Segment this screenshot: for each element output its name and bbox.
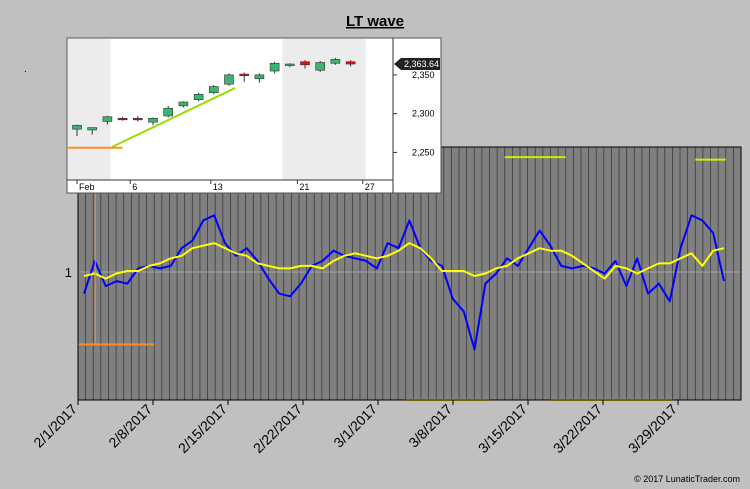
candle-body (148, 118, 158, 123)
wave-line-blue (83, 214, 725, 351)
inset-y-ticks: 2,350 2,300 2,250 (393, 70, 435, 157)
chart-title: LT wave (346, 13, 404, 30)
inset-x-tick-label: Feb (79, 182, 95, 192)
candle (148, 117, 158, 126)
candle-body (269, 62, 280, 72)
candle-body (87, 127, 97, 131)
last-price-label: 2,363.64 (404, 59, 439, 69)
candle (193, 92, 204, 102)
inset-candlestick-chart: 2,350 2,300 2,250 Feb 6 13 21 27 2,363.64 (66, 37, 442, 194)
candle (72, 124, 82, 137)
candle (345, 60, 356, 67)
inset-y-tick-label: 2,300 (412, 109, 435, 119)
candle-body (224, 74, 234, 85)
last-price-tag-shape (394, 58, 440, 71)
candle-body (254, 74, 265, 80)
candle-body (284, 63, 295, 66)
candle-body (133, 118, 143, 121)
candle (300, 60, 310, 69)
inset-trendline (111, 87, 236, 148)
candle-body (163, 107, 173, 117)
candle-body (345, 61, 356, 65)
candle-body (330, 59, 341, 64)
copyright-text: © 2017 LunaticTrader.com (634, 474, 740, 484)
stray-dot: . (24, 64, 27, 75)
candle-body (239, 73, 249, 76)
inset-shaded-region (282, 39, 366, 180)
candle (284, 63, 295, 68)
y-tick-label: 1 (65, 265, 72, 280)
candle (239, 72, 249, 82)
candle (315, 60, 326, 72)
candle (133, 115, 143, 122)
inset-y-tick-label: 2,350 (412, 70, 435, 80)
candle (102, 115, 113, 125)
candle (87, 127, 97, 135)
inset-x-tick-label: 6 (132, 182, 137, 192)
candle-body (209, 86, 219, 94)
inset-x-tick-label: 13 (213, 182, 223, 192)
candle-body (178, 101, 189, 107)
candle-body (72, 124, 82, 130)
main-series (83, 214, 725, 351)
inset-x-tick-label: 21 (299, 182, 309, 192)
candle (330, 57, 341, 65)
candle (163, 105, 173, 118)
candle-body (300, 61, 310, 66)
last-price-tag: 2,363.64 (394, 58, 440, 71)
inset-x-tick-label: 27 (365, 182, 375, 192)
inset-annotations (68, 87, 236, 149)
candle (269, 61, 280, 74)
candle (224, 73, 234, 86)
candle-body (102, 116, 113, 122)
inset-background (66, 37, 442, 194)
inset-y-tick-label: 2,250 (412, 147, 435, 157)
candle (117, 116, 128, 121)
inset-x-ticks: Feb 6 13 21 27 (76, 180, 375, 192)
candle (209, 84, 219, 95)
candle (178, 101, 189, 108)
wave-line-yellow (83, 242, 725, 280)
inset-shaded-region (68, 39, 111, 180)
candle-body (117, 118, 128, 121)
inset-candles (72, 57, 356, 137)
candle (254, 73, 265, 83)
candle-body (193, 93, 204, 100)
candle-body (315, 62, 326, 71)
